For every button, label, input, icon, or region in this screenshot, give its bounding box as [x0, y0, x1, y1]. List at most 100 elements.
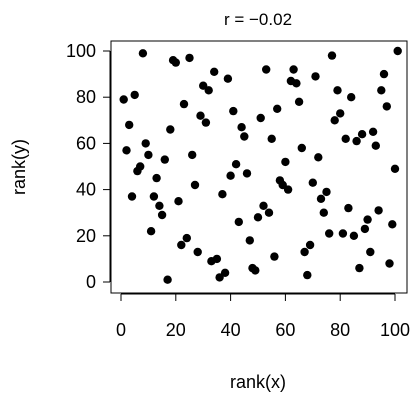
data-point-40: [226, 171, 235, 180]
data-point-1: [119, 95, 128, 104]
data-point-8: [138, 49, 148, 58]
data-point-17: [163, 275, 172, 284]
data-point-94: [374, 206, 383, 215]
data-point-83: [344, 203, 353, 213]
data-point-43: [234, 217, 243, 227]
x-tick-label-60: 60: [275, 320, 295, 340]
data-point-9: [141, 139, 150, 148]
data-point-47: [245, 236, 254, 245]
data-point-69: [305, 240, 315, 250]
data-point-68: [303, 270, 312, 280]
data-point-23: [179, 99, 189, 109]
data-point-39: [223, 74, 233, 83]
data-point-90: [363, 215, 372, 224]
data-point-55: [267, 134, 276, 143]
y-tick-label-40: 40: [76, 180, 96, 200]
data-point-27: [190, 180, 200, 190]
data-point-42: [231, 160, 241, 169]
data-point-82: [341, 134, 350, 143]
data-point-57: [273, 104, 282, 114]
data-point-54: [264, 208, 274, 217]
data-point-10: [144, 150, 153, 160]
data-point-15: [157, 210, 167, 220]
data-point-2: [122, 146, 131, 155]
data-point-51: [256, 113, 265, 123]
chart-title: r = −0.02: [224, 10, 292, 29]
x-tick-label-100: 100: [380, 320, 410, 340]
data-point-89: [360, 224, 370, 234]
y-tick-label-80: 80: [76, 87, 96, 107]
y-tick-label-0: 0: [86, 272, 96, 292]
data-point-44: [237, 123, 246, 132]
data-point-36: [215, 273, 224, 282]
data-point-78: [330, 116, 339, 125]
data-point-24: [182, 233, 191, 243]
data-point-16: [160, 155, 169, 164]
y-tick-label-20: 20: [76, 226, 96, 246]
data-point-28: [193, 247, 202, 257]
data-point-81: [338, 229, 348, 238]
data-point-73: [316, 194, 326, 203]
data-point-61: [283, 185, 293, 194]
data-point-3: [125, 120, 134, 130]
data-point-70: [308, 178, 317, 187]
data-point-97: [382, 102, 391, 111]
y-tick-label-60: 60: [76, 133, 96, 153]
data-point-76: [325, 229, 334, 238]
y-ticks: 0 20 40 60 80 100: [66, 41, 110, 292]
data-point-30: [199, 81, 208, 90]
data-point-67: [300, 247, 309, 257]
x-tick-label-20: 20: [166, 320, 186, 340]
data-point-45: [240, 132, 249, 141]
data-point-101: [393, 46, 402, 56]
data-point-52: [259, 201, 268, 210]
data-point-84: [347, 93, 356, 102]
data-point-74: [319, 208, 328, 217]
data-point-34: [210, 67, 219, 77]
data-point-11: [146, 227, 156, 236]
data-point-95: [377, 86, 386, 95]
data-point-38: [220, 268, 230, 277]
data-point-72: [314, 153, 323, 162]
data-point-20: [171, 58, 180, 67]
data-point-85: [349, 231, 359, 240]
data-point-65: [294, 97, 304, 107]
data-point-50: [253, 213, 263, 222]
data-point-18: [166, 125, 175, 134]
data-point-63: [289, 65, 298, 74]
data-point-64: [292, 79, 301, 88]
data-point-41: [229, 106, 238, 116]
data-point-46: [242, 169, 252, 178]
data-point-71: [311, 72, 320, 81]
data-point-31: [201, 118, 211, 127]
data-point-53: [262, 65, 271, 74]
data-point-56: [270, 252, 279, 261]
data-point-99: [388, 220, 397, 229]
data-point-86: [352, 136, 361, 146]
data-point-88: [357, 130, 367, 139]
data-point-60: [281, 157, 290, 167]
data-point-77: [327, 51, 337, 60]
data-point-91: [366, 247, 375, 257]
data-point-100: [390, 164, 400, 173]
data-point-79: [333, 86, 342, 95]
data-point-32: [204, 86, 213, 95]
data-point-92: [368, 127, 378, 136]
data-point-25: [185, 53, 194, 63]
data-point-21: [174, 197, 183, 206]
data-point-4: [127, 192, 137, 201]
x-axis-label: rank(x): [230, 372, 286, 392]
data-point-93: [371, 141, 380, 150]
data-point-5: [130, 90, 139, 100]
x-tick-label-0: 0: [116, 320, 126, 340]
data-point-22: [177, 240, 186, 250]
x-ticks: 0 20 40 60 80 100: [116, 294, 410, 340]
x-tick-label-40: 40: [221, 320, 241, 340]
data-point-13: [152, 173, 161, 183]
points-layer: [119, 46, 402, 284]
data-point-49: [251, 266, 260, 275]
data-point-37: [218, 190, 227, 199]
y-axis-label: rank(y): [9, 139, 29, 195]
data-point-7: [136, 162, 145, 171]
y-tick-label-100: 100: [66, 41, 96, 61]
